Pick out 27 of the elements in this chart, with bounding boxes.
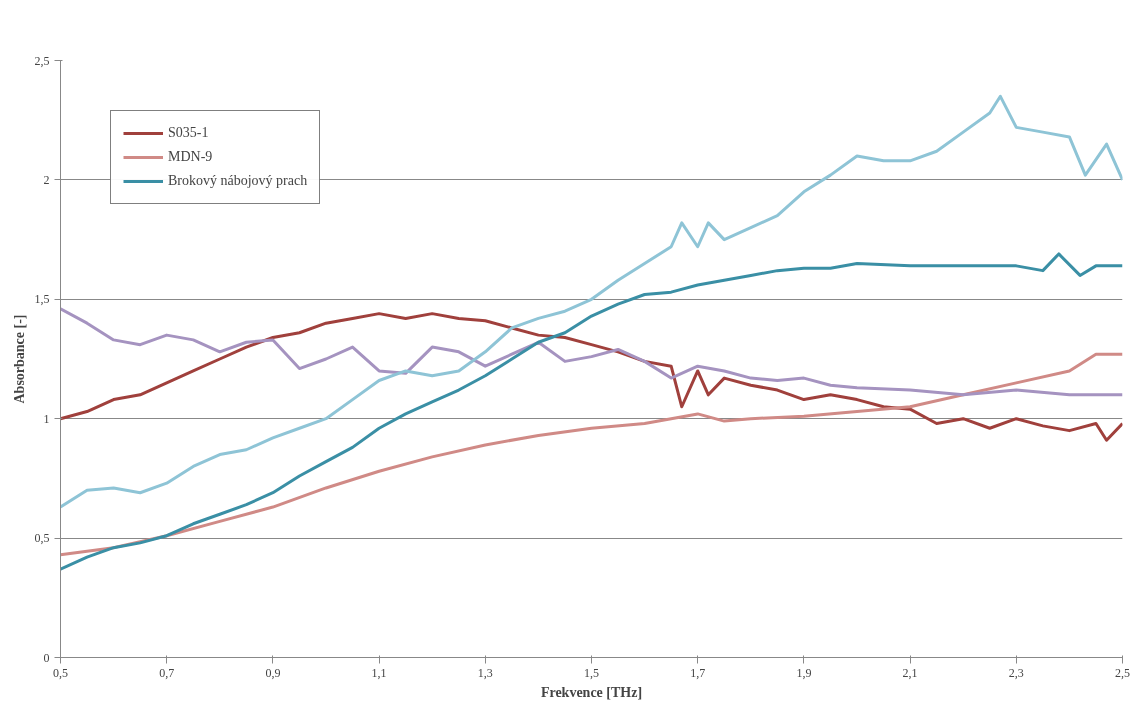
legend-label: S035-1 [168,125,209,141]
y-tick-label: 2,5 [34,53,50,68]
y-tick-label: 0,5 [34,531,50,546]
x-tick-label: 1,5 [584,665,599,680]
line-series [60,252,1123,571]
line-series [60,352,1123,557]
line-series [60,312,1123,442]
x-tick-label: 1,3 [477,665,493,680]
y-axis-title: Absorbance [-] [11,314,27,404]
legend-label: Brokový nábojový prach [168,173,308,189]
x-tick-label: 2,1 [902,665,918,680]
x-tick-label: 0,9 [265,665,281,680]
y-tick-label: 2 [43,172,50,187]
y-tick-label: 0 [43,650,50,665]
x-tick-label: 1,7 [690,665,706,680]
x-tick-label: 0,5 [53,665,68,680]
line-series [60,307,1123,397]
x-tick-label: 2,5 [1115,665,1130,680]
x-tick-label: 0,7 [159,665,175,680]
x-tick-label: 2,3 [1008,665,1024,680]
x-tick-label: 1,9 [796,665,812,680]
y-tick-label: 1 [43,411,50,426]
y-tick-label: 1,5 [34,292,50,307]
line-series [60,94,1123,509]
x-tick-label: 1,1 [371,665,387,680]
legend-label: MDN-9 [168,149,213,165]
x-axis-title: Frekvence [THz] [540,684,643,700]
